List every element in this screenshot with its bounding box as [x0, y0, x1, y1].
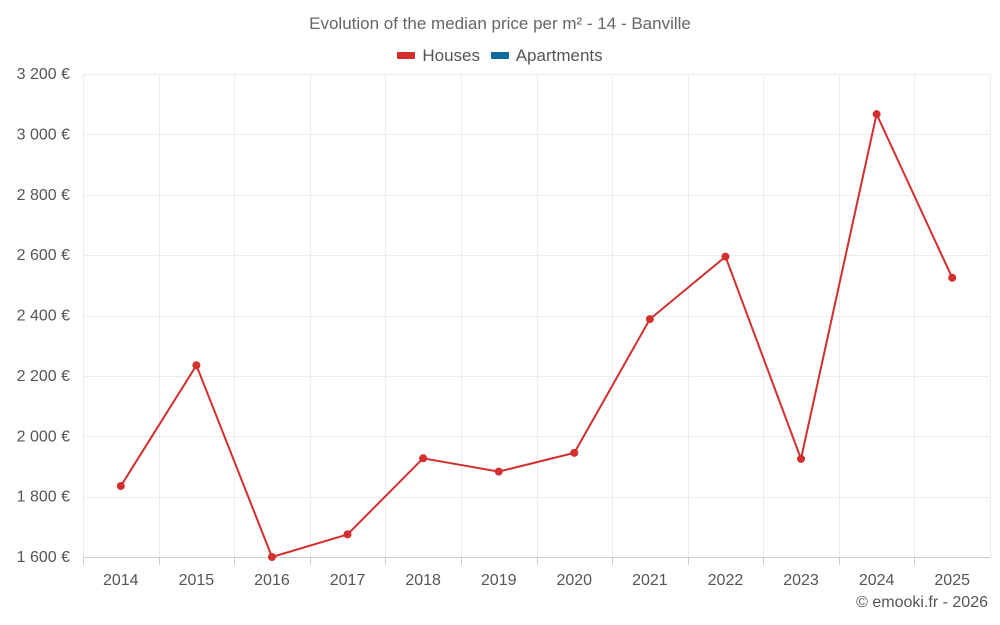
x-tick-label: 2016 — [254, 572, 290, 589]
y-tick-label: 3 200 € — [17, 66, 70, 83]
legend-swatch-apartments — [490, 52, 509, 59]
x-tick-label: 2017 — [330, 572, 366, 589]
x-tick-label: 2025 — [934, 572, 970, 589]
y-tick-label: 2 000 € — [17, 428, 70, 445]
data-point — [645, 315, 654, 324]
data-point — [948, 273, 957, 282]
x-tick-label: 2014 — [103, 572, 139, 589]
series-houses — [116, 110, 957, 561]
x-tick-label: 2023 — [783, 572, 819, 589]
data-point — [267, 553, 276, 561]
credit-text: © emooki.fr - 2026 — [856, 594, 988, 611]
y-tick-label: 2 400 € — [17, 308, 70, 325]
data-point — [494, 467, 503, 476]
series-line-houses — [119, 113, 954, 558]
legend: Houses Apartments — [0, 44, 1000, 66]
data-point — [872, 110, 881, 119]
data-point — [721, 252, 730, 261]
legend-item-apartments[interactable]: Apartments — [490, 45, 603, 66]
legend-label-houses: Houses — [422, 45, 480, 65]
x-tick-label: 2021 — [632, 572, 668, 589]
x-tick-label: 2022 — [708, 572, 744, 589]
y-tick-label: 2 200 € — [17, 368, 70, 385]
x-tick-label: 2015 — [179, 572, 215, 589]
data-point — [797, 454, 806, 463]
legend-item-houses[interactable]: Houses — [397, 46, 480, 66]
x-tick-label: 2018 — [405, 572, 441, 589]
chart-title: Evolution of the median price per m² - 1… — [309, 14, 691, 33]
gridlines — [83, 74, 991, 558]
data-point — [116, 482, 125, 491]
y-tick-label: 1 600 € — [17, 549, 70, 566]
legend-swatch-houses — [397, 52, 416, 59]
x-tick-label: 2019 — [481, 572, 517, 589]
data-point — [570, 448, 579, 457]
x-tick-label: 2024 — [859, 572, 895, 589]
y-tick-label: 2 800 € — [17, 187, 70, 204]
x-tick-label: 2020 — [556, 572, 592, 589]
y-tick-label: 2 600 € — [17, 247, 70, 264]
data-point — [419, 454, 428, 463]
y-tick-label: 1 800 € — [17, 489, 70, 506]
data-point — [192, 361, 201, 370]
data-point — [343, 530, 352, 539]
legend-label-apartments: Apartments — [515, 45, 603, 65]
y-tick-label: 3 000 € — [17, 126, 70, 143]
axes: 1 600 € 1 800 € 2 000 € 2 200 € 2 400 € 2 600… — [17, 66, 970, 589]
